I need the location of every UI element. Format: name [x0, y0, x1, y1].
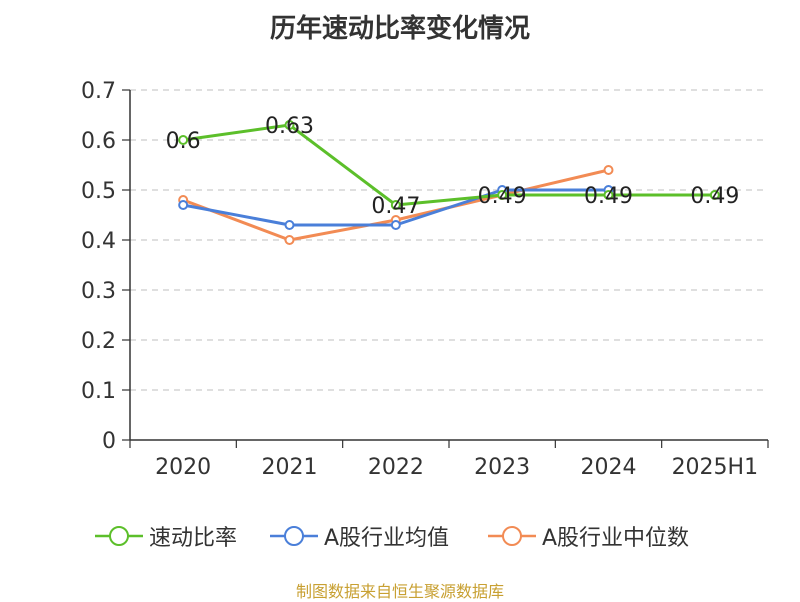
y-tick-label: 0.7 [81, 79, 116, 104]
legend-item-industry-median[interactable]: A股行业中位数 [488, 520, 689, 552]
legend-label: A股行业均值 [324, 526, 450, 551]
data-label-layer: 0.6 0.63 0.47 0.49 0.49 0.49 [166, 114, 740, 219]
data-point [709, 190, 720, 200]
data-point [603, 190, 614, 200]
data-point [603, 165, 614, 175]
x-tick-label: 2025H1 [672, 455, 759, 480]
chart-title: 历年速动比率变化情况 [269, 14, 530, 44]
x-tick-label: 2023 [474, 455, 530, 480]
data-label: 0.63 [265, 114, 314, 139]
y-tick-label: 0.1 [81, 379, 116, 404]
data-label: 0.47 [371, 194, 420, 219]
legend-label: A股行业中位数 [542, 526, 690, 551]
y-tick-label: 0.2 [81, 329, 116, 354]
x-tick-label: 2021 [262, 455, 318, 480]
data-point [178, 200, 189, 210]
legend-item-industry-average[interactable]: A股行业均值 [270, 520, 449, 552]
grid-layer [130, 89, 768, 391]
data-point [178, 135, 189, 145]
legend-line-icon [488, 520, 536, 552]
legend-item-quick-ratio[interactable]: 速动比率 [95, 520, 237, 552]
data-point [284, 120, 295, 130]
x-tick-label: 2022 [368, 455, 424, 480]
data-label: 0.49 [584, 184, 633, 209]
legend-label: 速动比率 [149, 526, 238, 551]
source-note: 制图数据来自恒生聚源数据库 [295, 582, 504, 601]
legend-line-icon [270, 520, 318, 552]
data-point [390, 200, 401, 210]
data-point [284, 220, 295, 230]
y-tick-label: 0.4 [81, 229, 116, 254]
x-tick-label: 2020 [155, 455, 211, 480]
y-tick-label: 0.5 [81, 179, 116, 204]
series-line-0 [182, 123, 715, 207]
series-layer [178, 120, 720, 245]
y-tick-label: 0 [102, 429, 116, 454]
axis-layer: 0 0.1 0.2 0.3 0.4 0.5 0.6 0.7 2020 2021 2022 2023 20… [81, 79, 769, 480]
legend-line-icon [95, 520, 143, 552]
y-tick-label: 0.3 [81, 279, 116, 304]
x-tick-label: 2024 [581, 455, 637, 480]
data-point [284, 235, 295, 245]
data-point [390, 220, 401, 230]
data-label: 0.6 [166, 129, 201, 154]
data-label: 0.49 [690, 184, 739, 209]
data-point [497, 190, 508, 200]
y-tick-label: 0.6 [81, 129, 116, 154]
data-label: 0.49 [478, 184, 527, 209]
